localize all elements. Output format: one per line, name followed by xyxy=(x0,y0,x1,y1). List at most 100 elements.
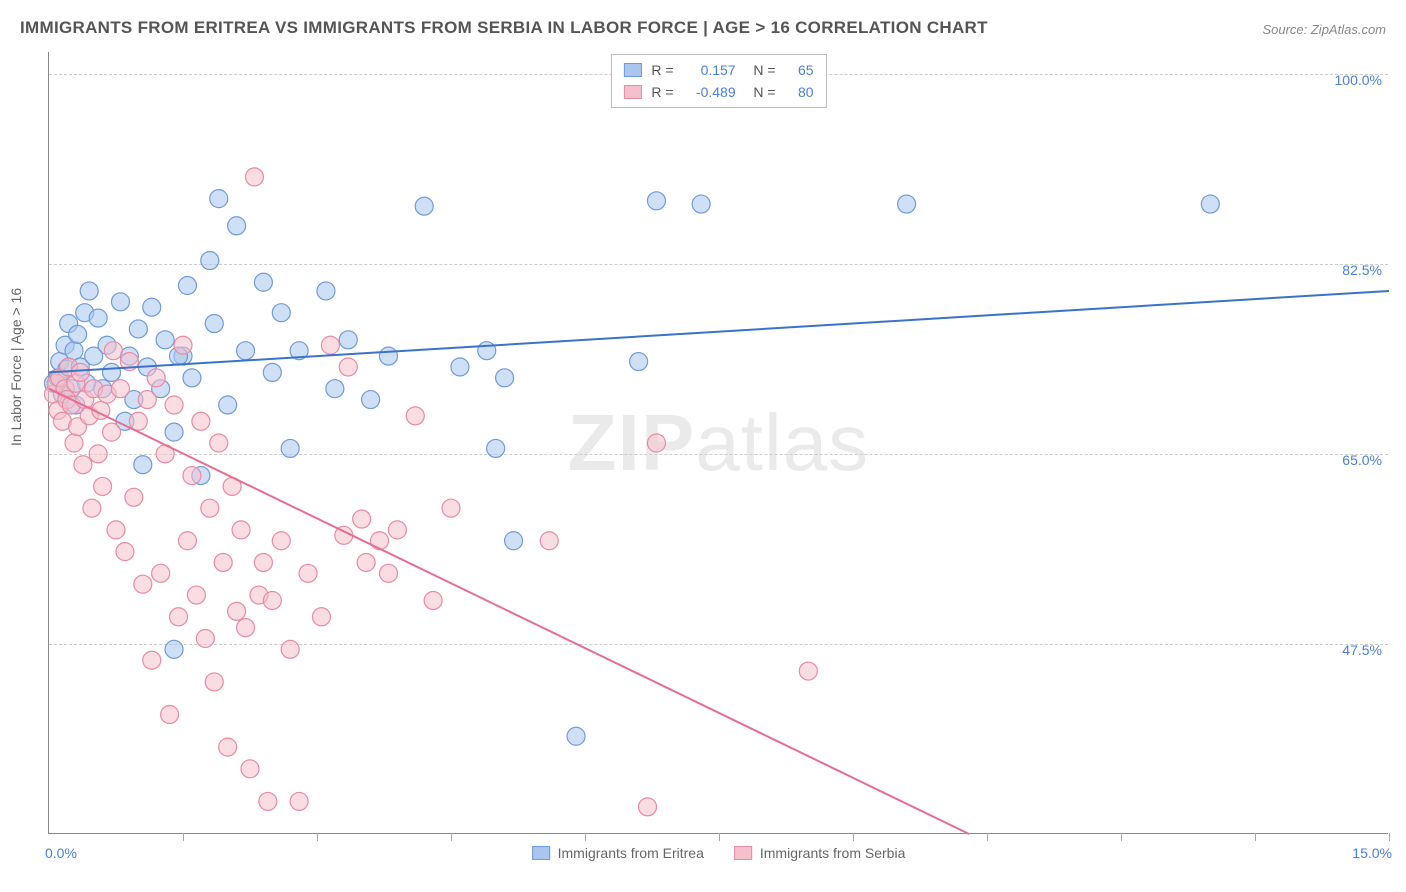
legend-row: R =-0.489 N =80 xyxy=(623,81,813,103)
data-point xyxy=(281,439,299,457)
xtick-label: 15.0% xyxy=(1352,845,1392,861)
data-point xyxy=(147,369,165,387)
data-point xyxy=(214,553,232,571)
data-point xyxy=(272,304,290,322)
trend-line xyxy=(49,389,969,834)
data-point xyxy=(317,282,335,300)
data-point xyxy=(406,407,424,425)
data-point xyxy=(379,564,397,582)
plot-area: ZIPatlas R =0.157 N =65R =-0.489 N =80 4… xyxy=(48,52,1388,834)
y-axis-label: In Labor Force | Age > 16 xyxy=(8,288,24,446)
data-point xyxy=(219,396,237,414)
data-point xyxy=(339,358,357,376)
xtick-mark xyxy=(183,833,184,841)
n-value: 65 xyxy=(786,62,814,78)
trend-line xyxy=(49,291,1389,372)
correlation-legend: R = 0.157 N = 65R = -0.489 N = 80 xyxy=(610,54,826,108)
data-point xyxy=(178,532,196,550)
n-label: N = xyxy=(746,84,776,100)
data-point xyxy=(80,282,98,300)
data-point xyxy=(259,792,277,810)
data-point xyxy=(107,521,125,539)
data-point xyxy=(156,331,174,349)
xtick-mark xyxy=(853,833,854,841)
data-point xyxy=(183,369,201,387)
data-point xyxy=(254,553,272,571)
data-point xyxy=(245,168,263,186)
data-point xyxy=(71,363,89,381)
xtick-mark xyxy=(1121,833,1122,841)
data-point xyxy=(125,488,143,506)
xtick-mark xyxy=(317,833,318,841)
data-point xyxy=(152,564,170,582)
data-point xyxy=(210,190,228,208)
n-label: N = xyxy=(746,62,776,78)
data-point xyxy=(89,445,107,463)
data-point xyxy=(174,336,192,354)
data-point xyxy=(170,608,188,626)
data-point xyxy=(237,619,255,637)
xtick-mark xyxy=(585,833,586,841)
xtick-mark xyxy=(451,833,452,841)
data-point xyxy=(339,331,357,349)
data-point xyxy=(219,738,237,756)
data-point xyxy=(183,467,201,485)
ytick-label: 47.5% xyxy=(1342,642,1382,658)
r-label: R = xyxy=(651,62,673,78)
data-point xyxy=(237,342,255,360)
data-point xyxy=(103,363,121,381)
data-point xyxy=(89,309,107,327)
data-point xyxy=(205,673,223,691)
data-point xyxy=(451,358,469,376)
data-point xyxy=(371,532,389,550)
data-point xyxy=(540,532,558,550)
data-point xyxy=(630,353,648,371)
chart-container: IMMIGRANTS FROM ERITREA VS IMMIGRANTS FR… xyxy=(0,0,1406,892)
data-point xyxy=(263,591,281,609)
data-point xyxy=(192,412,210,430)
data-point xyxy=(165,423,183,441)
data-point xyxy=(201,252,219,270)
data-point xyxy=(228,602,246,620)
data-point xyxy=(241,760,259,778)
legend-swatch xyxy=(532,846,550,860)
data-point xyxy=(362,391,380,409)
series-legend: Immigrants from Eritrea Immigrants from S… xyxy=(532,845,906,861)
data-point xyxy=(205,315,223,333)
data-point xyxy=(290,792,308,810)
data-point xyxy=(138,391,156,409)
n-value: 80 xyxy=(786,84,814,100)
data-point xyxy=(647,434,665,452)
data-point xyxy=(143,651,161,669)
data-point xyxy=(116,543,134,561)
xtick-label: 0.0% xyxy=(45,845,77,861)
data-point xyxy=(263,363,281,381)
r-value: 0.157 xyxy=(684,62,736,78)
data-point xyxy=(496,369,514,387)
legend-row: R = 0.157 N = 65 xyxy=(623,59,813,81)
legend-swatch xyxy=(734,846,752,860)
data-point xyxy=(178,277,196,295)
data-point xyxy=(134,456,152,474)
data-point xyxy=(83,499,101,517)
legend-swatch xyxy=(623,85,641,99)
data-point xyxy=(898,195,916,213)
data-point xyxy=(281,640,299,658)
data-point xyxy=(1201,195,1219,213)
data-point xyxy=(692,195,710,213)
data-point xyxy=(442,499,460,517)
data-point xyxy=(326,380,344,398)
data-point xyxy=(312,608,330,626)
r-value: -0.489 xyxy=(684,84,736,100)
scatter-svg xyxy=(49,52,1388,833)
legend-item: Immigrants from Serbia xyxy=(734,845,905,861)
data-point xyxy=(103,423,121,441)
ytick-label: 100.0% xyxy=(1335,72,1382,88)
series-name: Immigrants from Serbia xyxy=(760,845,905,861)
data-point xyxy=(388,521,406,539)
xtick-mark xyxy=(719,833,720,841)
legend-item: Immigrants from Eritrea xyxy=(532,845,704,861)
data-point xyxy=(111,293,129,311)
data-point xyxy=(74,456,92,474)
data-point xyxy=(478,342,496,360)
